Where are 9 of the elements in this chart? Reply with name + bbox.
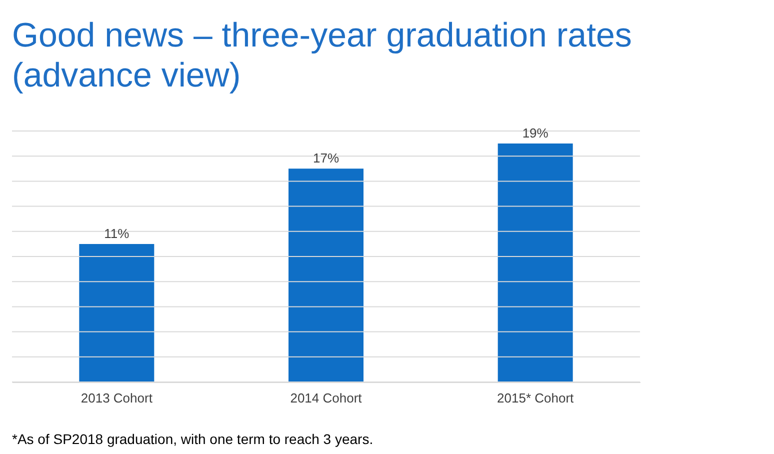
data-label: 11%: [104, 226, 130, 241]
x-tick-label: 2015* Cohort: [497, 390, 574, 406]
x-tick-label: 2013 Cohort: [80, 390, 153, 406]
data-label: 17%: [312, 150, 340, 166]
data-label: 19%: [522, 126, 549, 141]
text: *As of SP2018 graduation, with one term to reach 3 years.: [12, 431, 374, 447]
text: Good news – three-year graduation rates: [12, 16, 632, 55]
text: (advance view): [12, 56, 241, 95]
x-tick-label: 2014 Cohort: [290, 390, 362, 406]
